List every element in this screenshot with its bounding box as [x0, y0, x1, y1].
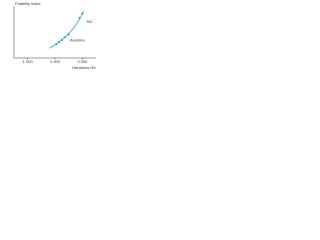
- point: [55, 43, 58, 46]
- point: [81, 12, 84, 15]
- point: [60, 38, 63, 41]
- point: [78, 16, 81, 19]
- x-tick-label: 1 000: [23, 59, 34, 64]
- point: [67, 33, 70, 36]
- annotation: Alumina: [70, 38, 85, 43]
- chart: Friability index Hardness HK 1 000 2 000 3…: [13, 1, 96, 70]
- x-tick-label: 3 000: [77, 59, 88, 64]
- page: {"chart_data": {"type": "scatter", "y_la…: [0, 0, 100, 72]
- y-axis-label: Friability index: [15, 1, 41, 6]
- x-tick-label: 2 000: [50, 59, 61, 64]
- point: [63, 36, 66, 39]
- point: [58, 41, 61, 44]
- annotation: SiC: [86, 19, 93, 24]
- x-axis-label: Hardness HK: [72, 65, 96, 70]
